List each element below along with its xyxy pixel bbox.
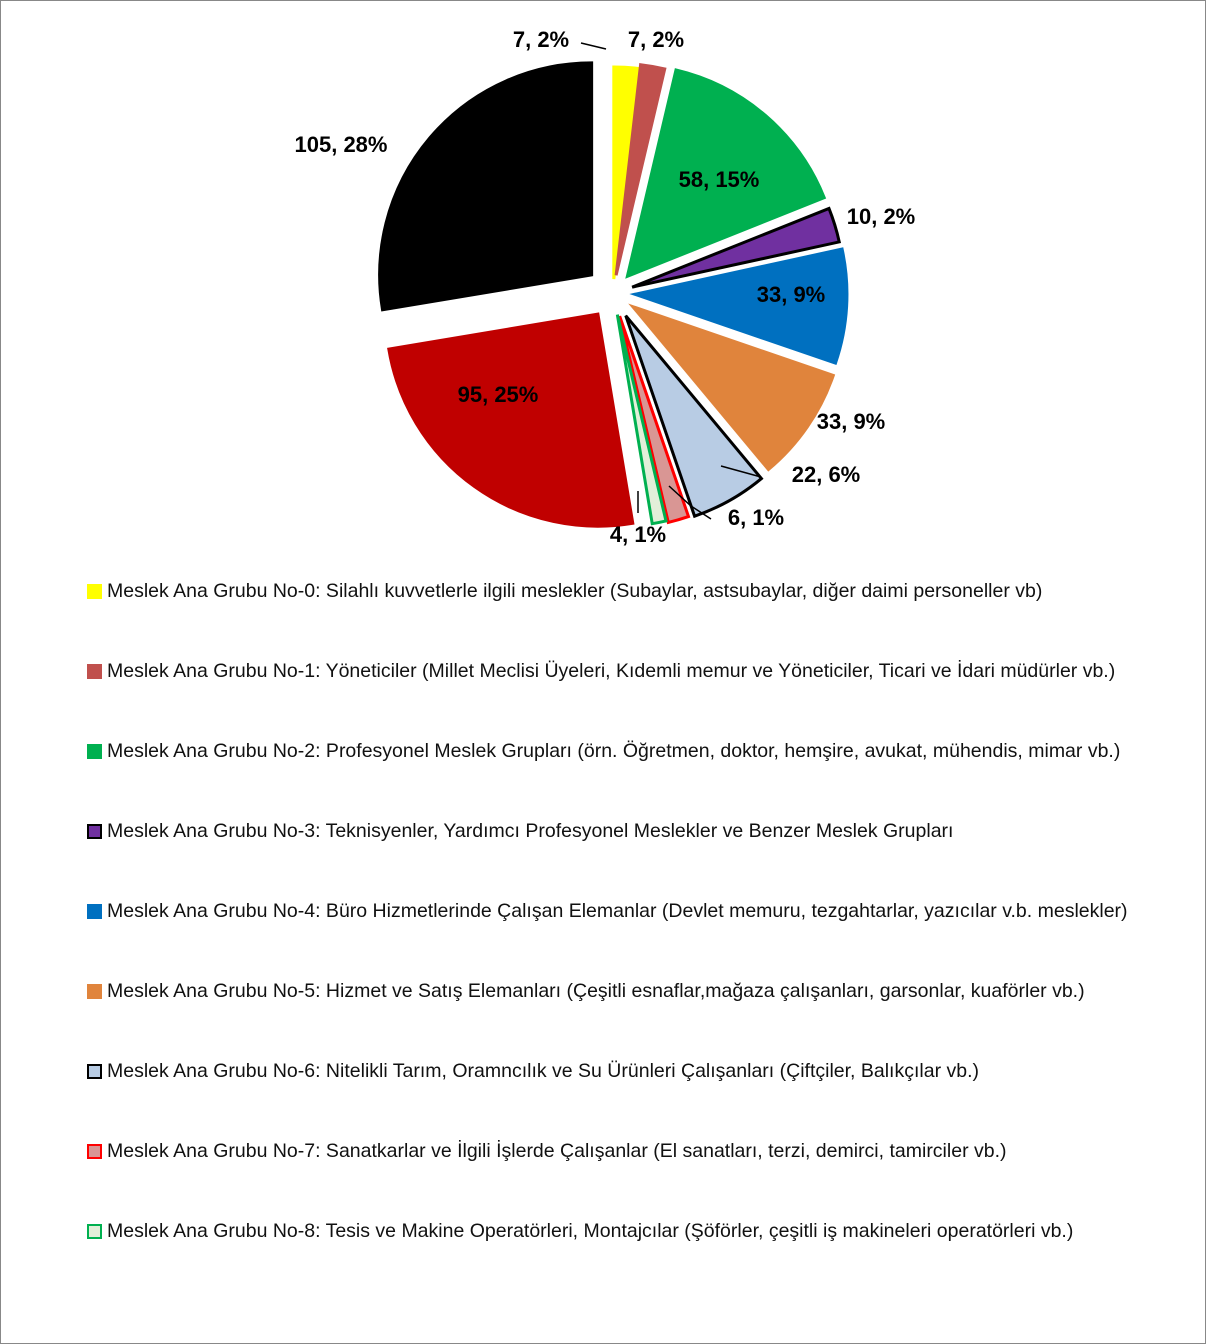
legend-item: Meslek Ana Grubu No-8: Tesis ve Makine O… [87, 1217, 1147, 1245]
legend-marker [87, 1224, 102, 1239]
legend-marker [87, 584, 102, 599]
legend-label: Meslek Ana Grubu No-8: Tesis ve Makine O… [107, 1220, 1074, 1242]
data-label: 95, 25% [458, 382, 539, 407]
legend-item: Meslek Ana Grubu No-7: Sanatkarlar ve İl… [87, 1137, 1147, 1165]
leader-line [668, 485, 712, 520]
data-label: 33, 9% [817, 409, 886, 434]
data-label: 58, 15% [679, 167, 760, 192]
pie-slice [624, 314, 764, 519]
legend-label: Meslek Ana Grubu No-6: Nitelikli Tarım, … [107, 1060, 979, 1082]
data-label: 22, 6% [792, 462, 861, 487]
legend-item: Meslek Ana Grubu No-2: Profesyonel Mesle… [87, 737, 1147, 765]
legend-item: Meslek Ana Grubu No-3: Teknisyenler, Yar… [87, 817, 1147, 845]
legend-marker [87, 744, 102, 759]
data-label: 7, 2% [513, 27, 569, 52]
legend-label: Meslek Ana Grubu No-1: Yöneticiler (Mill… [107, 660, 1116, 682]
data-label: 10, 2% [847, 204, 916, 229]
pie-slice [618, 315, 691, 525]
data-label: 7, 2% [628, 27, 684, 52]
leader-line [720, 465, 762, 478]
pie-slice [614, 63, 667, 276]
legend-marker [87, 824, 102, 839]
pie-slice [378, 61, 594, 312]
legend-label: Meslek Ana Grubu No-4: Büro Hizmetlerind… [107, 900, 1128, 922]
legend-marker [87, 984, 102, 999]
legend-label: Meslek Ana Grubu No-5: Hizmet ve Satış E… [107, 980, 1085, 1002]
pie-slice [612, 65, 640, 280]
chart: 7, 2% 7, 2% 58, 15% 10, 2% 33, 9% 33, 9% 22, 6… [295, 27, 916, 547]
legend-label: Meslek Ana Grubu No-7: Sanatkarlar ve İl… [107, 1140, 1007, 1162]
legend-label: Meslek Ana Grubu No-0: Silahlı kuvvetler… [107, 580, 1043, 602]
pie-slice [631, 206, 842, 289]
data-label: 6, 1% [728, 505, 784, 530]
pie-slice [629, 247, 849, 366]
leader-line [580, 42, 607, 50]
legend-item: Meslek Ana Grubu No-1: Yöneticiler (Mill… [87, 657, 1147, 685]
legend-marker [87, 1144, 102, 1159]
legend-marker [87, 904, 102, 919]
data-label: 33, 9% [757, 282, 826, 307]
legend-item: Meslek Ana Grubu No-6: Nitelikli Tarım, … [87, 1057, 1147, 1085]
pie-slice [615, 314, 668, 526]
legend-item: Meslek Ana Grubu No-5: Hizmet ve Satış E… [87, 977, 1147, 1005]
legend-marker [87, 664, 102, 679]
legend-item: Meslek Ana Grubu No-0: Silahlı kuvvetler… [87, 577, 1147, 605]
legend-item: Meslek Ana Grubu No-4: Büro Hizmetlerind… [87, 897, 1147, 925]
legend-label: Meslek Ana Grubu No-2: Profesyonel Mesle… [107, 740, 1121, 762]
data-label: 4, 1% [610, 522, 666, 547]
pie-slice [625, 68, 827, 279]
legend-marker [87, 1064, 102, 1079]
pie-slice [387, 312, 635, 528]
data-label: 105, 28% [295, 132, 388, 157]
legend-label: Meslek Ana Grubu No-3: Teknisyenler, Yar… [107, 820, 954, 842]
pie-slice [628, 303, 836, 472]
